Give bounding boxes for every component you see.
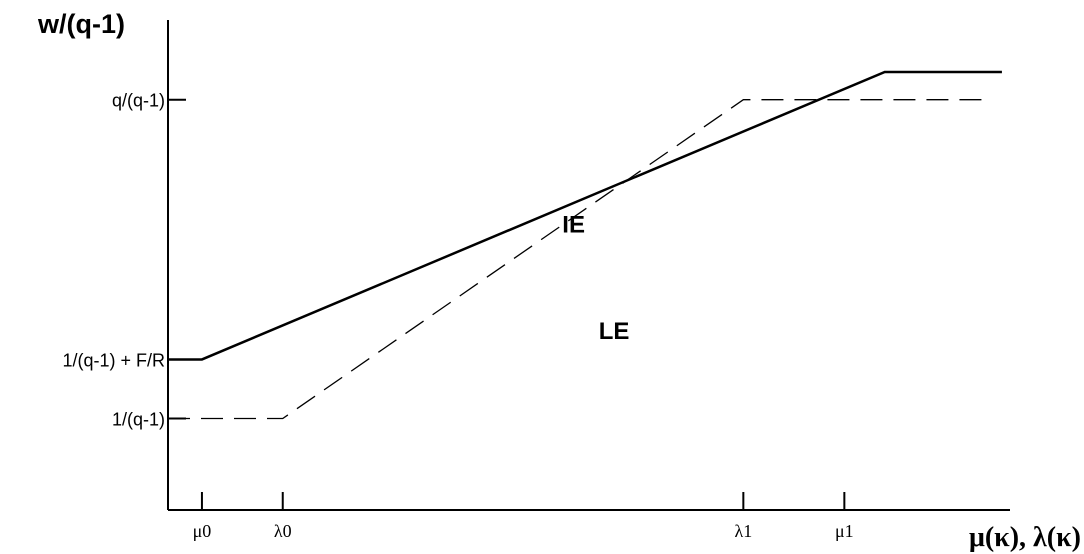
labels-layer: w/(q-1) μ(κ), λ(κ) bbox=[37, 9, 1081, 553]
x-tick-label-mu1: μ1 bbox=[835, 521, 854, 541]
series-label-le: LE bbox=[599, 318, 630, 345]
x-tick-label-lambda0: λ0 bbox=[274, 521, 292, 541]
y-tick-label-one_over: 1/(q-1) bbox=[112, 409, 165, 429]
x-tick-label-lambda1: λ1 bbox=[734, 521, 752, 541]
y-tick-label-q_over: q/(q-1) bbox=[112, 91, 165, 111]
series-layer: IE LE bbox=[168, 70, 1002, 420]
axes: μ0 λ0 λ1 μ1 1/(q-1) 1/(q-1) + F/R q/(q-1) bbox=[62, 20, 1010, 541]
y-axis-label: w/(q-1) bbox=[37, 9, 125, 39]
x-axis-label: μ(κ), λ(κ) bbox=[969, 522, 1081, 553]
y-tick-label-one_over_plus: 1/(q-1) + F/R bbox=[62, 350, 165, 370]
series-line-le bbox=[168, 99, 982, 420]
series-label-ie: IE bbox=[562, 212, 585, 239]
series-line-ie bbox=[168, 70, 1002, 361]
x-tick-label-mu0: μ0 bbox=[193, 521, 212, 541]
